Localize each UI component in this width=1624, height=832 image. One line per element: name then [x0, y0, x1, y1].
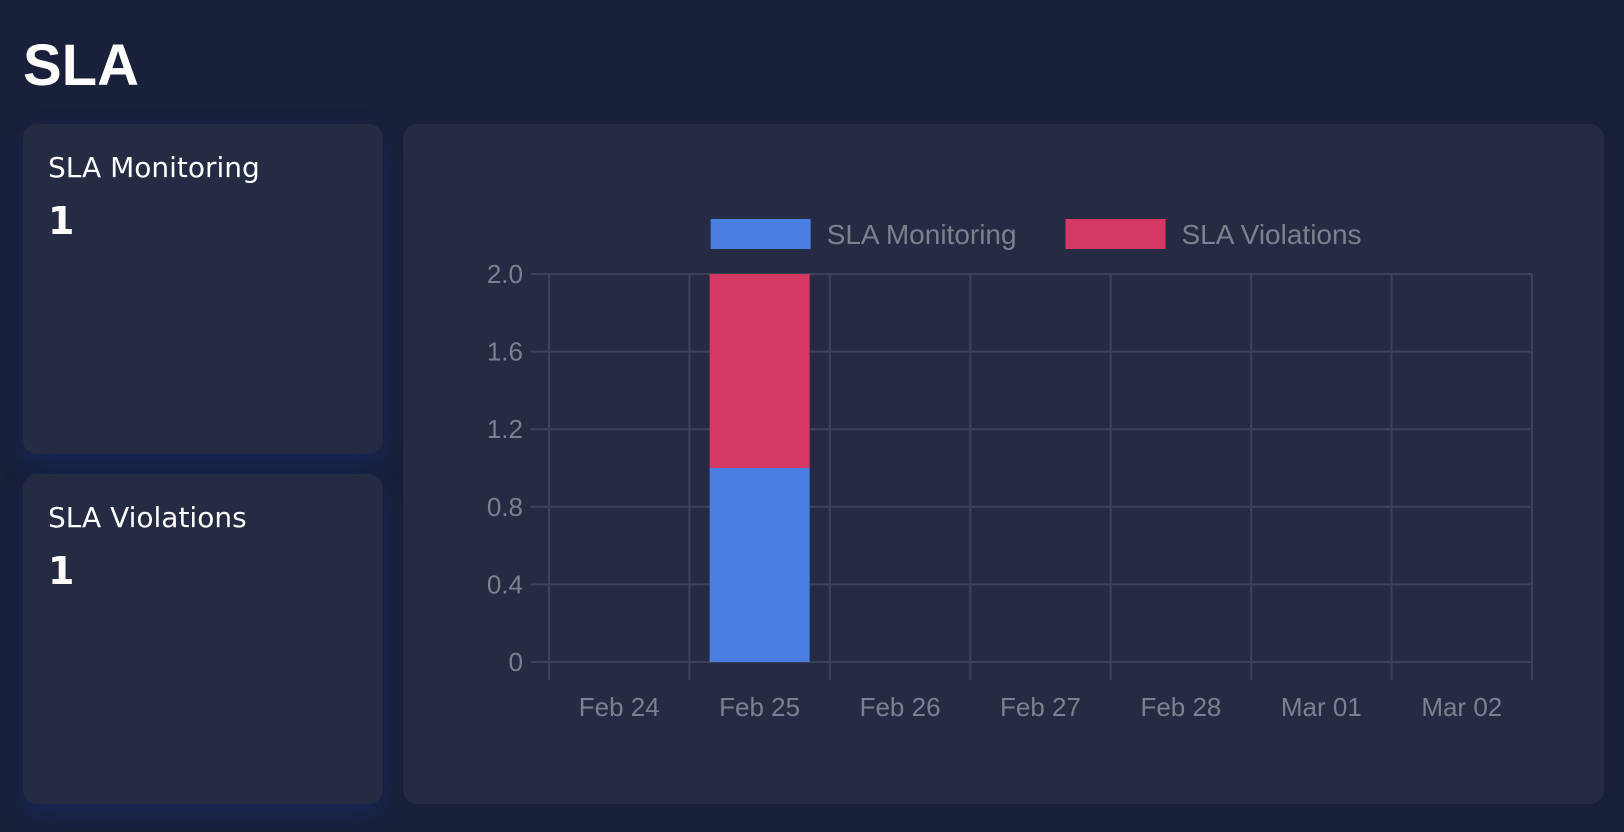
- sla-bar-chart: 0 0.4 0.8 1.2 1.6 2.0 Feb 24 Feb 25 Feb 26 Feb 27…: [487, 219, 1533, 722]
- y-tick-label: 2.0: [487, 259, 523, 289]
- y-tick-label: 1.2: [487, 414, 523, 444]
- x-tick-label: Feb 24: [579, 692, 660, 722]
- legend-swatch-sla-monitoring[interactable]: [710, 219, 811, 249]
- sla-violations-card: SLA Violations 1: [23, 474, 383, 804]
- bar-sla-violations[interactable]: [709, 274, 810, 468]
- sla-violations-label: SLA Violations: [48, 501, 247, 534]
- y-tick-label: 0.8: [487, 492, 523, 522]
- legend-label-sla-monitoring[interactable]: SLA Monitoring: [827, 219, 1017, 250]
- sla-violations-value: 1: [48, 549, 75, 593]
- chart-legend[interactable]: SLA Monitoring SLA Violations: [710, 219, 1362, 250]
- bar-sla-monitoring[interactable]: [709, 468, 810, 662]
- page-title: SLA: [23, 33, 139, 98]
- x-tick-label: Feb 28: [1140, 692, 1221, 722]
- x-tick-label: Mar 01: [1281, 692, 1362, 722]
- y-tick-label: 0.4: [487, 569, 523, 599]
- x-tick-label: Feb 27: [1000, 692, 1081, 722]
- sla-monitoring-label: SLA Monitoring: [48, 151, 260, 184]
- legend-label-sla-violations[interactable]: SLA Violations: [1182, 219, 1362, 250]
- chart-axes: 0 0.4 0.8 1.2 1.6 2.0 Feb 24 Feb 25 Feb 26 Feb 27…: [487, 259, 1502, 722]
- legend-swatch-sla-violations[interactable]: [1065, 219, 1166, 249]
- y-tick-label: 1.6: [487, 337, 523, 367]
- x-tick-label: Feb 26: [860, 692, 941, 722]
- chart-bars: [709, 274, 810, 662]
- y-tick-label: 0: [509, 647, 523, 677]
- sla-monitoring-card: SLA Monitoring 1: [23, 124, 383, 454]
- chart-grid: [531, 273, 1533, 680]
- x-tick-label: Mar 02: [1421, 692, 1502, 722]
- x-tick-label: Feb 25: [719, 692, 800, 722]
- sla-monitoring-value: 1: [48, 199, 75, 243]
- sla-chart-card: 0 0.4 0.8 1.2 1.6 2.0 Feb 24 Feb 25 Feb 26 Feb 27…: [403, 124, 1604, 804]
